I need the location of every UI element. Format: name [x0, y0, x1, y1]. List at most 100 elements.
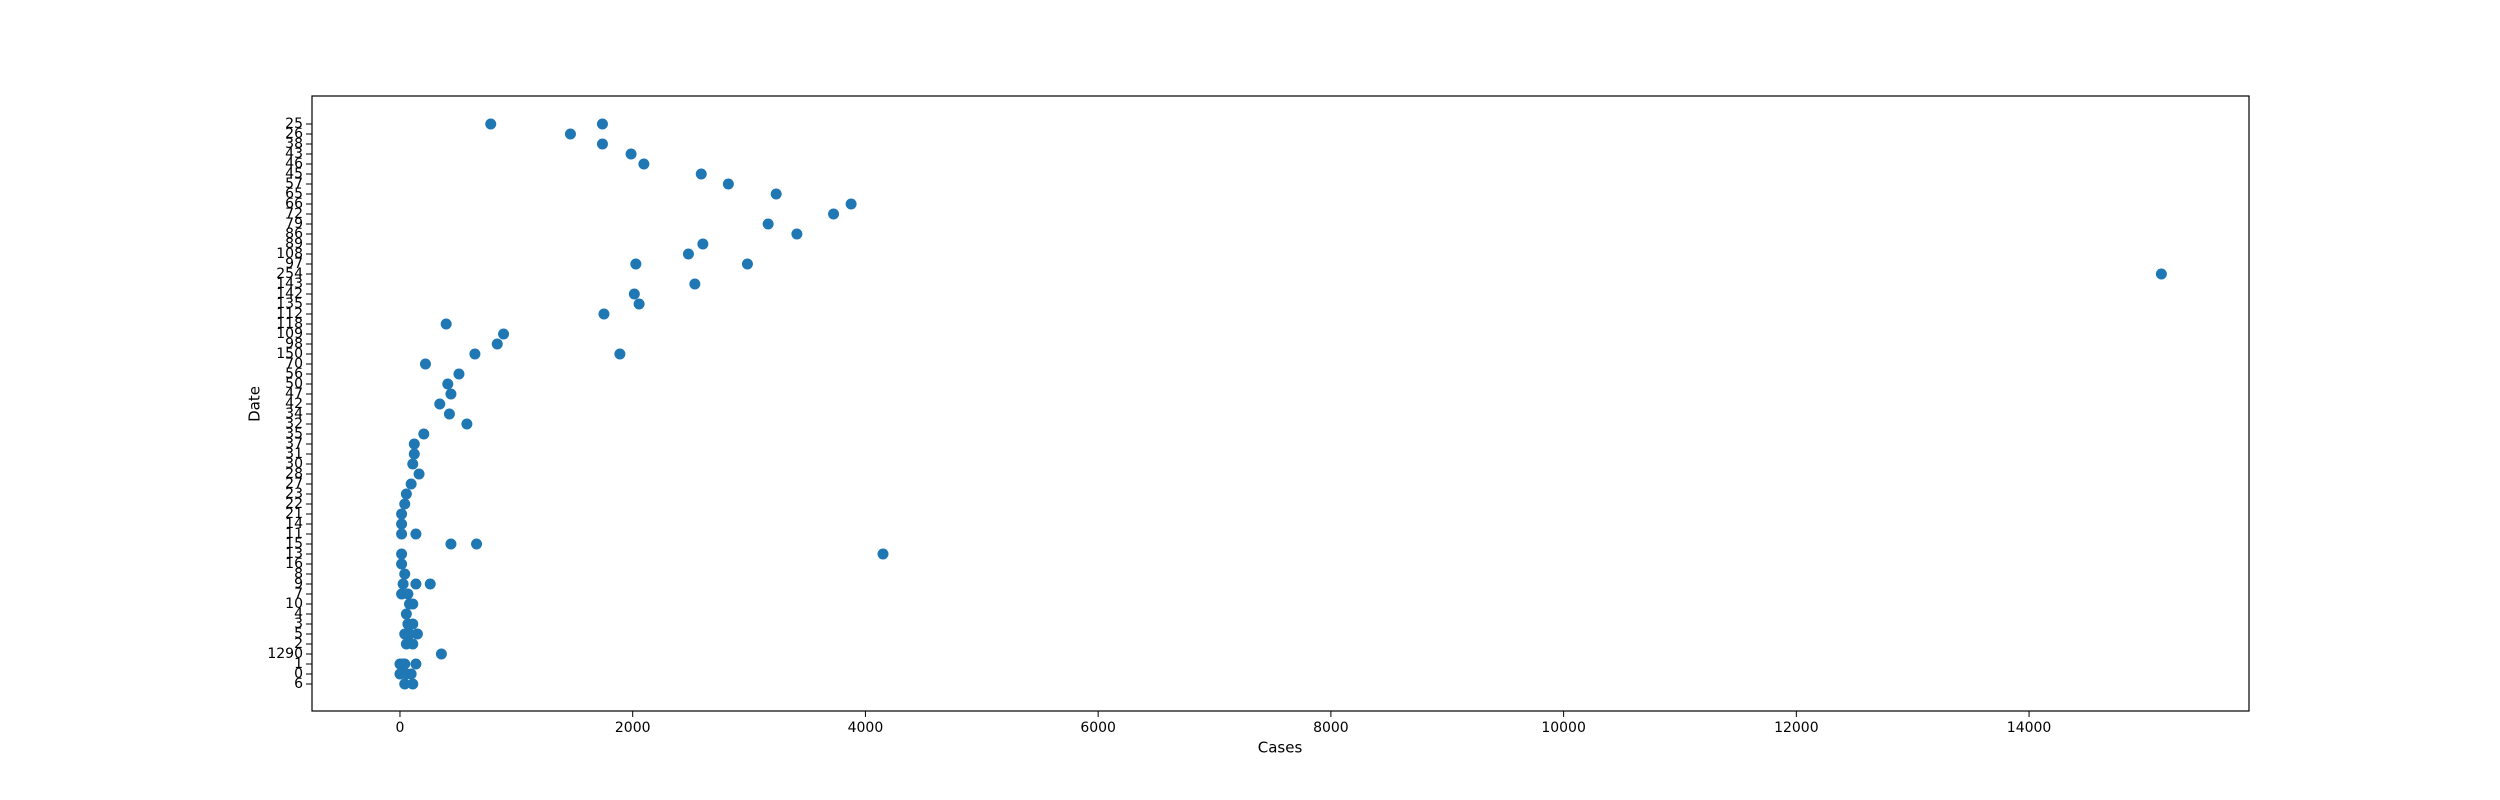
point: [596, 118, 608, 130]
point: [404, 598, 416, 610]
y-tick-label: 30: [285, 456, 303, 472]
point: [407, 678, 419, 690]
y-tick-label: 4: [294, 606, 303, 622]
y-tick-label: 32: [285, 416, 303, 432]
y-tick-label: 135: [276, 296, 303, 312]
y-tick-label: 70: [285, 356, 303, 372]
point: [400, 668, 412, 680]
point: [400, 488, 412, 500]
y-tick-label: 11: [285, 526, 303, 542]
point: [564, 128, 576, 140]
point: [419, 358, 431, 370]
point: [411, 628, 423, 640]
y-tick-label: 3: [294, 616, 303, 632]
y-tick-label: 108: [276, 246, 303, 262]
y-tick-label: 47: [285, 386, 303, 402]
y-tick-label: 45: [285, 166, 303, 182]
y-tick-label: 37: [285, 436, 303, 452]
point: [445, 388, 457, 400]
x-tick-label: 2000: [615, 720, 651, 736]
x-tick-label: 0: [396, 720, 405, 736]
point: [410, 528, 422, 540]
point: [396, 518, 408, 530]
x-tick-label: 12000: [1774, 720, 1819, 736]
y-tick-label: 10: [285, 596, 303, 612]
y-tick-label: 27: [285, 476, 303, 492]
point: [396, 548, 408, 560]
x-tick-label: 10000: [1541, 720, 1586, 736]
point: [399, 678, 411, 690]
y-tick-label: 112: [276, 306, 303, 322]
y-tick-label: 13: [285, 546, 303, 562]
point: [630, 258, 642, 270]
y-tick-label: 86: [285, 226, 303, 242]
y-tick-label: 98: [285, 336, 303, 352]
y-tick-label: 50: [285, 376, 303, 392]
point: [638, 158, 650, 170]
y-tick-label: 65: [285, 186, 303, 202]
point: [396, 528, 408, 540]
y-tick-label: 42: [285, 396, 303, 412]
point: [633, 298, 645, 310]
y-tick-label: 118: [276, 316, 303, 332]
y-tick-label: 35: [285, 426, 303, 442]
x-tick-label: 8000: [1313, 720, 1349, 736]
y-tick-label: 31: [285, 446, 303, 462]
point: [596, 138, 608, 150]
point: [399, 568, 411, 580]
y-tick-label: 28: [285, 466, 303, 482]
point: [461, 418, 473, 430]
point: [434, 398, 446, 410]
point: [397, 658, 409, 670]
point: [442, 378, 454, 390]
point: [2155, 268, 2167, 280]
point: [628, 288, 640, 300]
y-tick-label: 38: [285, 136, 303, 152]
x-tick-label: 4000: [848, 720, 884, 736]
point: [722, 178, 734, 190]
y-tick-label: 150: [276, 346, 303, 362]
y-tick-label: 21: [285, 506, 303, 522]
point: [614, 348, 626, 360]
point: [770, 188, 782, 200]
point: [407, 618, 419, 630]
y-tick-label: 5: [294, 626, 303, 642]
point: [697, 238, 709, 250]
y-tick-label: 89: [285, 236, 303, 252]
y-tick-label: 34: [285, 406, 303, 422]
point: [396, 508, 408, 520]
y-tick-label: 79: [285, 216, 303, 232]
y-tick-label: 8: [294, 566, 303, 582]
y-tick-label: 143: [276, 276, 303, 292]
point: [407, 458, 419, 470]
point: [491, 338, 503, 350]
y-tick-label: 142: [276, 286, 303, 302]
y-tick-label: 22: [285, 496, 303, 512]
point: [877, 548, 889, 560]
point: [791, 228, 803, 240]
point: [424, 578, 436, 590]
y-tick-label: 66: [285, 196, 303, 212]
y-tick-label: 23: [285, 486, 303, 502]
y-tick-label: 46: [285, 156, 303, 172]
y-tick-label: 0: [294, 666, 303, 682]
point: [440, 318, 452, 330]
y-tick-label: 1: [294, 656, 303, 672]
point: [408, 438, 420, 450]
point: [598, 308, 610, 320]
y-tick-label: 16: [285, 556, 303, 572]
point: [399, 498, 411, 510]
point: [498, 328, 510, 340]
plot-frame: [311, 95, 2250, 712]
point: [397, 578, 409, 590]
point: [625, 148, 637, 160]
point: [407, 638, 419, 650]
point: [689, 278, 701, 290]
point: [418, 428, 430, 440]
x-axis-label: Cases: [1258, 739, 1303, 757]
point: [845, 198, 857, 210]
y-tick-label: 1290: [267, 646, 303, 662]
point: [408, 448, 420, 460]
point: [762, 218, 774, 230]
